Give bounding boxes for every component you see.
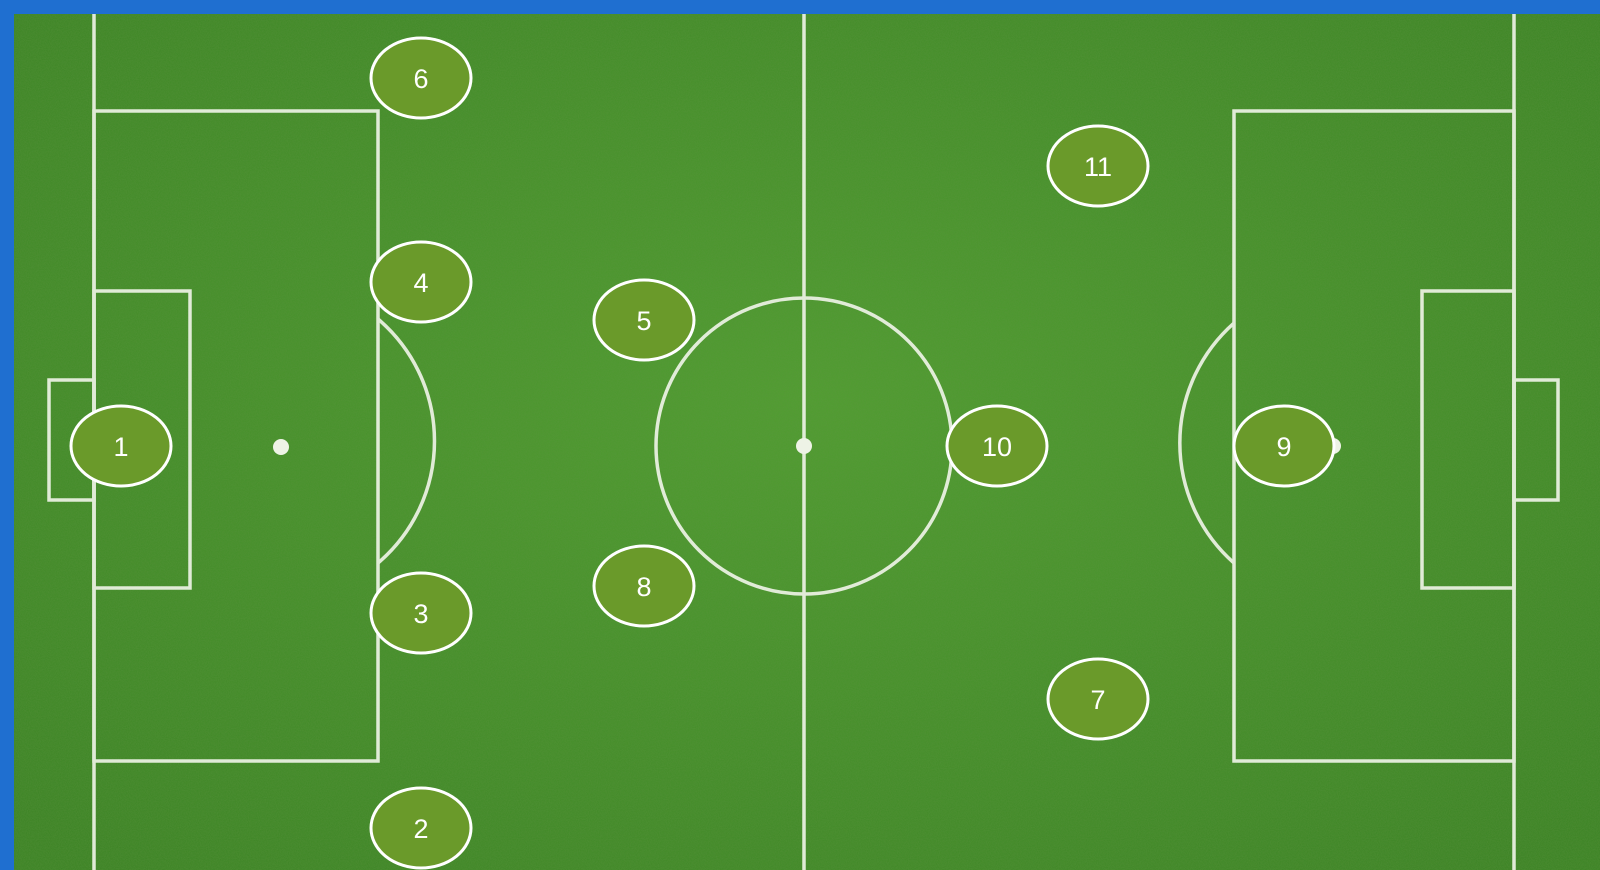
right-goal [1512,378,1560,502]
player-marker-5: 5 [592,278,696,362]
player-marker-10: 10 [945,404,1049,488]
player-circle [69,404,173,488]
player-circle [1232,404,1336,488]
right-penalty-arc [1178,321,1236,565]
player-circle [945,404,1049,488]
player-number: 10 [982,432,1012,462]
player-marker-8: 8 [592,544,696,628]
player-number: 4 [413,268,428,298]
player-circle [592,544,696,628]
player-number: 6 [413,64,428,94]
player-marker-9: 9 [1232,404,1336,488]
player-circle [369,36,473,120]
player-circle [592,278,696,362]
player-number: 2 [413,814,428,844]
player-marker-1: 1 [69,404,173,488]
player-number: 8 [636,572,651,602]
player-circle [1046,657,1150,741]
player-number: 9 [1276,432,1291,462]
players-layer: 1 2 3 4 5 6 7 8 9 10 11 [69,36,1336,870]
left-penalty-arc [376,317,437,565]
pitch-svg: 1 2 3 4 5 6 7 8 9 10 11 [14,14,1600,870]
player-marker-4: 4 [369,240,473,324]
player-number: 11 [1084,152,1112,182]
left-penalty-spot [273,439,289,455]
football-pitch: 1 2 3 4 5 6 7 8 9 10 11 [14,14,1600,870]
center-spot [796,438,812,454]
player-number: 1 [113,432,128,462]
player-marker-7: 7 [1046,657,1150,741]
player-circle [1046,124,1150,208]
player-marker-6: 6 [369,36,473,120]
player-marker-3: 3 [369,571,473,655]
player-number: 7 [1090,685,1105,715]
player-circle [369,571,473,655]
player-circle [369,240,473,324]
player-marker-11: 11 [1046,124,1150,208]
player-circle [369,786,473,870]
player-number: 5 [636,306,651,336]
player-number: 3 [413,599,428,629]
player-marker-2: 2 [369,786,473,870]
